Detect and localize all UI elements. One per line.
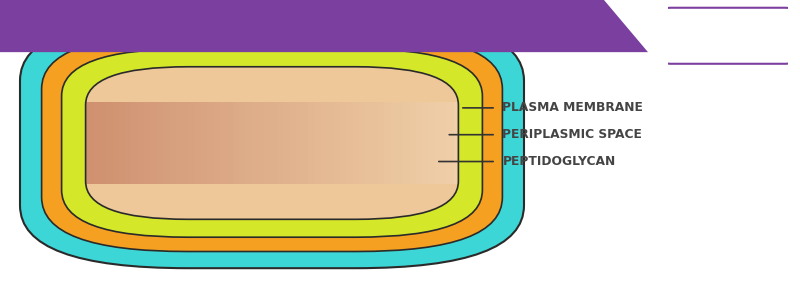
Bar xyxy=(157,102,166,184)
Bar xyxy=(371,102,381,184)
Text: ◈: ◈ xyxy=(684,29,695,43)
Text: PLASMA MEMBRANE: PLASMA MEMBRANE xyxy=(502,101,643,114)
Bar xyxy=(201,102,210,184)
Bar xyxy=(447,102,457,184)
Bar xyxy=(410,102,419,184)
Bar xyxy=(144,102,154,184)
Bar xyxy=(296,102,305,184)
Bar xyxy=(87,102,97,184)
Text: BYJU'S: BYJU'S xyxy=(714,24,754,34)
Bar xyxy=(182,102,191,184)
Bar xyxy=(353,102,362,184)
FancyBboxPatch shape xyxy=(42,35,502,252)
Bar xyxy=(290,102,298,184)
Bar xyxy=(321,102,330,184)
Bar xyxy=(334,102,343,184)
Bar xyxy=(314,102,324,184)
Text: PEPTIDOGLYCAN: PEPTIDOGLYCAN xyxy=(502,155,616,168)
Bar xyxy=(106,102,115,184)
Text: PERIPLASMIC SPACE: PERIPLASMIC SPACE xyxy=(502,128,642,141)
Bar xyxy=(170,102,178,184)
Bar xyxy=(434,102,444,184)
Bar xyxy=(176,102,185,184)
Bar xyxy=(94,102,103,184)
Bar xyxy=(119,102,128,184)
Bar xyxy=(403,102,413,184)
Bar xyxy=(384,102,394,184)
Bar xyxy=(81,102,90,184)
Bar xyxy=(270,102,280,184)
Bar xyxy=(246,102,254,184)
Bar xyxy=(359,102,368,184)
Bar xyxy=(258,102,267,184)
Bar xyxy=(416,102,425,184)
Bar xyxy=(346,102,356,184)
Bar xyxy=(220,102,230,184)
Bar xyxy=(429,102,438,184)
Text: GRAM-POSITIVE BACTERIA CELL WALL: GRAM-POSITIVE BACTERIA CELL WALL xyxy=(14,17,415,35)
Bar xyxy=(113,102,122,184)
Bar xyxy=(138,102,147,184)
Bar xyxy=(366,102,374,184)
Bar xyxy=(378,102,387,184)
Bar xyxy=(340,102,350,184)
Bar xyxy=(100,102,110,184)
Text: The Learning App: The Learning App xyxy=(706,46,762,51)
Bar xyxy=(441,102,450,184)
Bar xyxy=(207,102,217,184)
FancyBboxPatch shape xyxy=(62,49,482,237)
Bar xyxy=(233,102,242,184)
Bar xyxy=(125,102,134,184)
Bar xyxy=(390,102,400,184)
Bar xyxy=(251,102,261,184)
FancyBboxPatch shape xyxy=(86,67,458,219)
Bar xyxy=(150,102,160,184)
Bar xyxy=(214,102,223,184)
Bar xyxy=(309,102,318,184)
FancyBboxPatch shape xyxy=(20,18,524,268)
Bar xyxy=(194,102,204,184)
Bar xyxy=(327,102,337,184)
Bar xyxy=(397,102,406,184)
Bar xyxy=(422,102,431,184)
Bar xyxy=(131,102,141,184)
Bar xyxy=(454,102,463,184)
Polygon shape xyxy=(0,0,648,52)
Bar xyxy=(302,102,311,184)
Bar xyxy=(226,102,235,184)
Bar xyxy=(264,102,274,184)
Bar xyxy=(188,102,198,184)
FancyBboxPatch shape xyxy=(664,8,792,64)
Bar xyxy=(163,102,173,184)
Bar xyxy=(277,102,286,184)
Bar xyxy=(239,102,248,184)
Bar xyxy=(283,102,293,184)
